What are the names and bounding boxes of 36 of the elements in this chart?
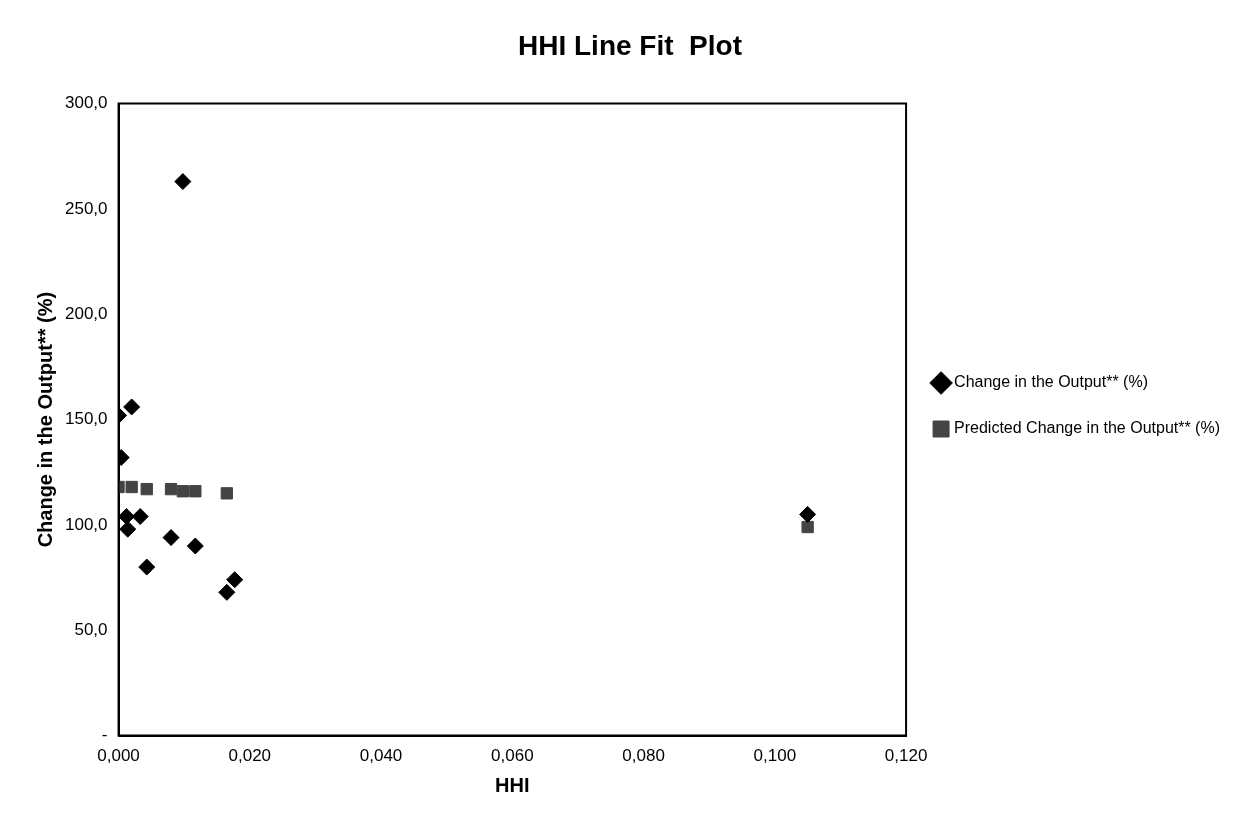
point xyxy=(176,485,190,498)
y-axis-title: Change in the Output** (%) xyxy=(33,291,56,548)
x-tick-label: 0,020 xyxy=(228,746,272,766)
y-tick-label: 50,0 xyxy=(74,619,108,639)
x-axis-title: HHI xyxy=(495,773,530,796)
point xyxy=(174,173,192,191)
x-tick-label: 0,080 xyxy=(622,746,665,766)
x-tick-label: 0,060 xyxy=(491,746,534,766)
y-tick-label: 250,0 xyxy=(64,198,108,218)
chart-title: HHI Line Fit Plot xyxy=(518,29,742,61)
y-tick-label: 300,0 xyxy=(64,93,108,113)
y-tick-label: 150,0 xyxy=(64,409,108,429)
point xyxy=(220,487,233,500)
point xyxy=(186,537,204,555)
y-tick-label: 100,0 xyxy=(64,514,108,534)
y-tick-label: 200,0 xyxy=(64,303,108,323)
point xyxy=(189,485,202,498)
point xyxy=(218,583,236,601)
point xyxy=(123,398,141,416)
y-tick-label: - xyxy=(101,725,108,745)
point xyxy=(140,482,153,496)
point xyxy=(162,529,180,547)
point xyxy=(138,558,156,576)
x-tick-label: 0,000 xyxy=(97,746,140,766)
x-tick-label: 0,040 xyxy=(359,746,403,766)
point xyxy=(131,508,149,526)
x-tick-label: 0,120 xyxy=(884,746,928,766)
legend-label: Change in the Output** (%) xyxy=(954,373,1148,391)
point xyxy=(164,482,178,496)
point xyxy=(801,520,814,534)
point xyxy=(799,505,817,523)
x-tick-label: 0,100 xyxy=(753,746,797,766)
point xyxy=(119,520,137,538)
legend-label: Predicted Change in the Output** (%) xyxy=(954,419,1221,437)
point xyxy=(125,480,138,494)
point xyxy=(226,571,244,589)
